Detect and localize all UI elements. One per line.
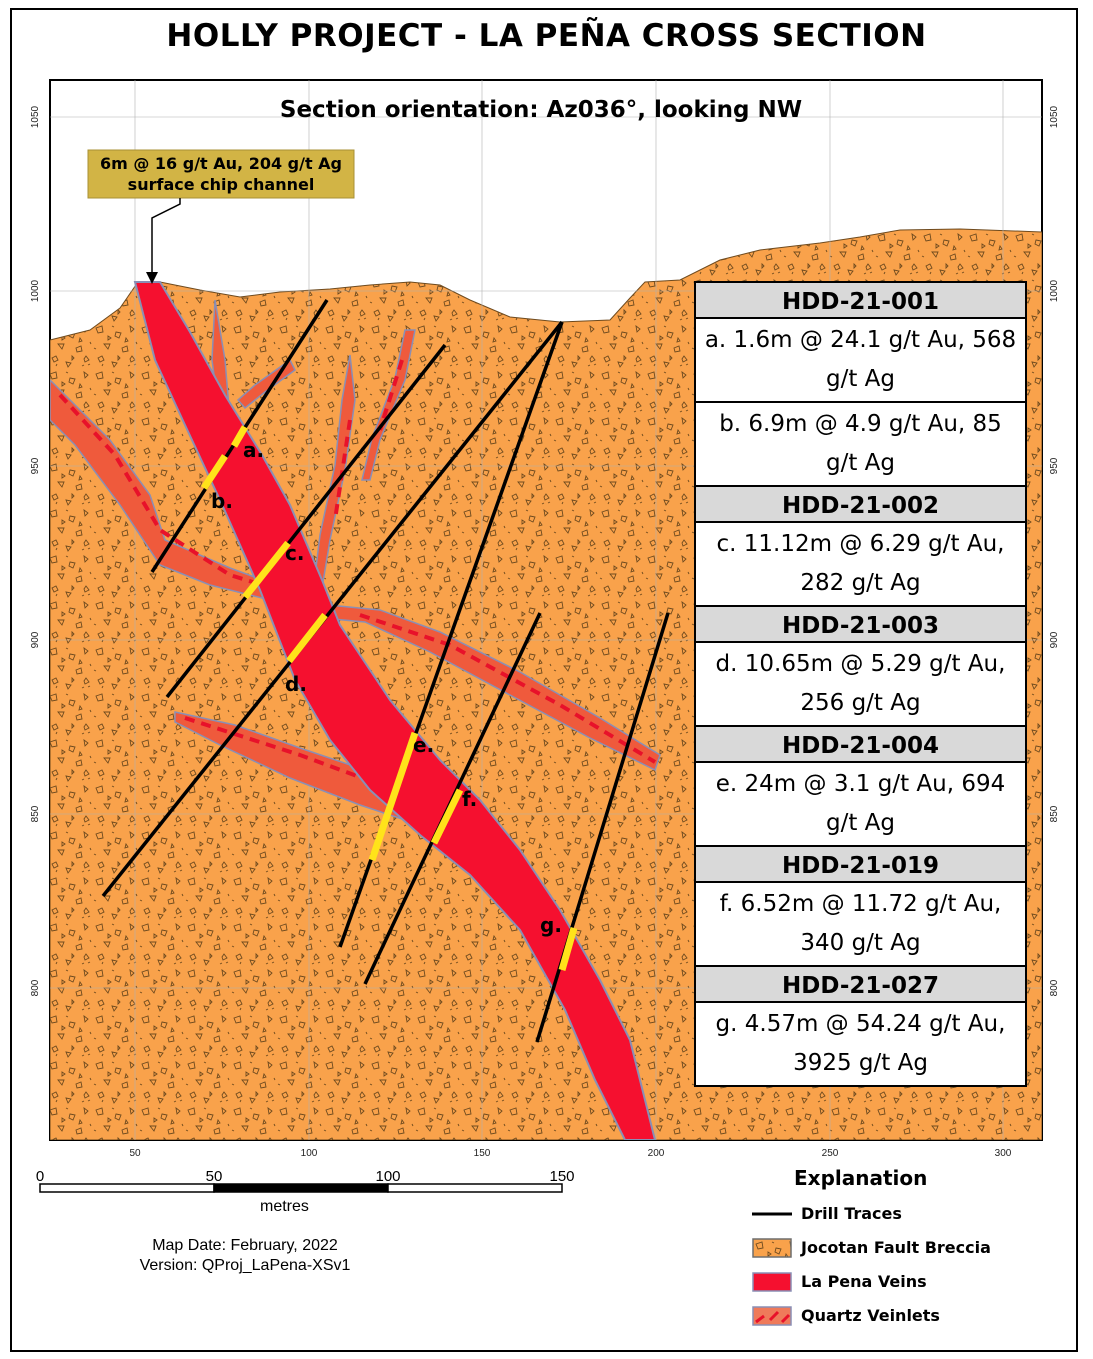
legend-item-breccia: Jocotan Fault Breccia — [752, 1234, 1072, 1268]
elev-right-850: 850 — [1049, 805, 1060, 822]
elev-right-950: 950 — [1049, 457, 1060, 474]
legend-item-drill-traces: Drill Traces — [752, 1200, 1072, 1234]
elev-left-1000: 1000 — [30, 279, 41, 302]
legend-label-vein: La Pena Veins — [801, 1272, 927, 1291]
scale-tick-150: 150 — [549, 1168, 574, 1185]
map-info: Map Date: February, 2022 Version: QProj_… — [120, 1236, 370, 1276]
drill-trace-hdd-21-003 — [101, 320, 564, 898]
map-title: HOLLY PROJECT - LA PEÑA CROSS SECTION — [166, 18, 927, 54]
intercept-d — [286, 612, 328, 664]
elev-left-1050: 1050 — [30, 105, 41, 128]
dist-150: 150 — [474, 1148, 491, 1159]
dist-50: 50 — [129, 1148, 141, 1159]
intercept-g — [558, 927, 578, 971]
elev-right-800: 800 — [1049, 979, 1060, 996]
intercept-label-b: b. — [211, 489, 233, 513]
intercept-marks — [201, 425, 578, 971]
elevation-labels-right: 1050 1000 950 900 850 800 — [1049, 105, 1060, 996]
intercept-label-e: e. — [413, 733, 434, 757]
intercept-label-g: g. — [540, 913, 562, 937]
intercept-label-a: a. — [243, 438, 264, 462]
scale-unit: metres — [260, 1198, 309, 1215]
result-b: b. 6.9m @ 4.9 g/t Au, 85 g/t Ag — [694, 401, 1027, 485]
hole-header-hdd-21-001: HDD-21-001 — [694, 281, 1027, 319]
map-frame — [10, 8, 1078, 1352]
scale-bar: 0 50 100 150 — [36, 1168, 575, 1193]
result-e: e. 24m @ 3.1 g/t Au, 694 g/t Ag — [694, 763, 1027, 845]
distance-labels: 50 100 150 200 250 300 — [129, 1148, 1011, 1159]
scale-tick-100: 100 — [375, 1168, 400, 1185]
result-f: f. 6.52m @ 11.72 g/t Au, 340 g/t Ag — [694, 883, 1027, 965]
callout-line-1: 6m @ 16 g/t Au, 204 g/t Ag — [100, 154, 342, 173]
elev-left-850: 850 — [30, 805, 41, 822]
result-d: d. 10.65m @ 5.29 g/t Au, 256 g/t Ag — [694, 643, 1027, 725]
elev-right-1050: 1050 — [1049, 105, 1060, 128]
intercept-f — [430, 788, 464, 845]
intercept-label-d: d. — [285, 672, 307, 696]
drill-trace-hdd-21-027 — [535, 612, 670, 1043]
dist-300: 300 — [995, 1148, 1012, 1159]
legend-label-drill-traces: Drill Traces — [801, 1204, 902, 1223]
hole-header-hdd-21-002: HDD-21-002 — [694, 485, 1027, 523]
intercept-label-c: c. — [285, 541, 304, 565]
legend-item-veinlet: Quartz Veinlets — [752, 1302, 1072, 1336]
hole-header-hdd-21-003: HDD-21-003 — [694, 605, 1027, 643]
map-date: Map Date: February, 2022 — [152, 1237, 338, 1254]
legend-title: Explanation — [794, 1166, 928, 1190]
drill-trace-icon — [752, 1212, 792, 1216]
intercept-b — [201, 454, 228, 490]
intercept-label-f: f. — [462, 787, 477, 811]
elev-left-900: 900 — [30, 631, 41, 648]
intercept-e — [368, 731, 419, 862]
vein-swatch-icon — [752, 1272, 792, 1292]
result-a: a. 1.6m @ 24.1 g/t Au, 568 g/t Ag — [694, 319, 1027, 401]
surface-chip-callout — [87, 149, 355, 199]
dist-100: 100 — [301, 1148, 318, 1159]
hole-header-hdd-21-004: HDD-21-004 — [694, 725, 1027, 763]
legend-label-veinlet: Quartz Veinlets — [801, 1306, 940, 1325]
drill-trace-hdd-21-002 — [165, 343, 447, 699]
scale-tick-50: 50 — [206, 1168, 223, 1185]
callout-line-2: surface chip channel — [128, 175, 315, 194]
hole-header-hdd-21-027: HDD-21-027 — [694, 965, 1027, 1003]
dist-200: 200 — [648, 1148, 665, 1159]
result-g: g. 4.57m @ 54.24 g/t Au, 3925 g/t Ag — [694, 1003, 1027, 1085]
hole-header-hdd-21-019: HDD-21-019 — [694, 845, 1027, 883]
elev-right-900: 900 — [1049, 631, 1060, 648]
elev-left-800: 800 — [30, 979, 41, 996]
elev-right-1000: 1000 — [1049, 279, 1060, 302]
callout-arrow-icon — [146, 272, 158, 284]
elevation-labels-left: 1050 1000 950 900 850 800 — [30, 105, 41, 996]
map-version: Version: QProj_LaPena-XSv1 — [139, 1257, 351, 1274]
breccia-swatch-icon — [752, 1238, 792, 1258]
veinlet-swatch-icon — [752, 1306, 792, 1326]
legend: Explanation Drill Traces Jocotan Fault B… — [752, 1166, 1072, 1336]
intercept-a — [230, 425, 249, 448]
results-table-bottom-border — [694, 1085, 1027, 1087]
result-c: c. 11.12m @ 6.29 g/t Au, 282 g/t Ag — [694, 523, 1027, 605]
elev-left-950: 950 — [30, 457, 41, 474]
drill-results-table: HDD-21-001 a. 1.6m @ 24.1 g/t Au, 568 g/… — [694, 281, 1027, 1087]
legend-label-breccia: Jocotan Fault Breccia — [801, 1238, 991, 1257]
callout-leader-line — [151, 198, 181, 276]
dist-250: 250 — [822, 1148, 839, 1159]
legend-item-vein: La Pena Veins — [752, 1268, 1072, 1302]
section-orientation: Section orientation: Az036°, looking NW — [280, 97, 802, 123]
scale-tick-0: 0 — [36, 1168, 44, 1185]
intercept-c — [242, 540, 291, 600]
